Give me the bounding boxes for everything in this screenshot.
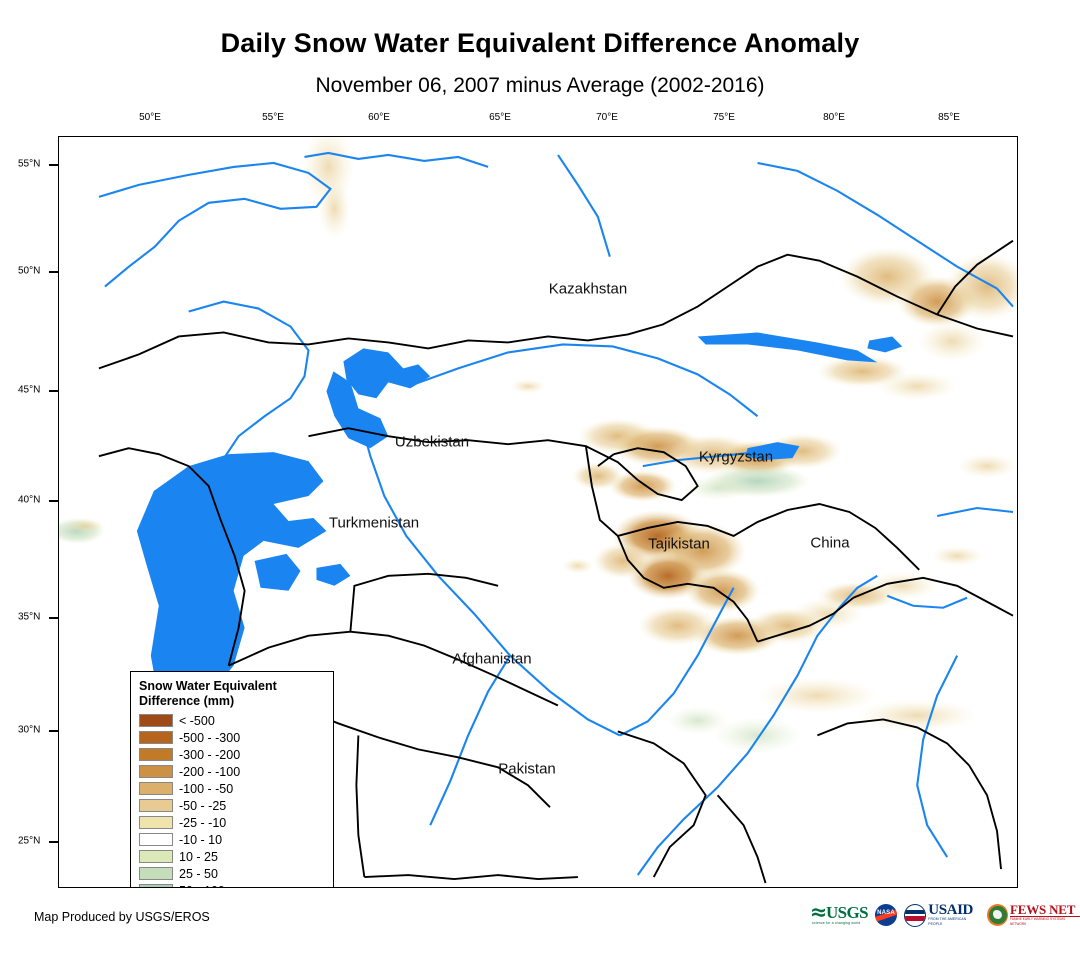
longitude-tick-label: 65°E bbox=[489, 112, 511, 123]
legend-range-label: 50 - 100 bbox=[179, 884, 225, 888]
legend-color-swatch bbox=[139, 833, 173, 846]
legend-panel[interactable]: Snow Water Equivalent Difference (mm) < … bbox=[130, 671, 334, 888]
legend-color-swatch bbox=[139, 850, 173, 863]
legend-row: -200 - -100 bbox=[139, 763, 325, 780]
legend-color-swatch bbox=[139, 731, 173, 744]
legend-range-label: -10 - 10 bbox=[179, 832, 223, 847]
legend-row: -500 - -300 bbox=[139, 729, 325, 746]
legend-range-label: -100 - -50 bbox=[179, 781, 234, 796]
legend-range-label: 10 - 25 bbox=[179, 849, 218, 864]
legend-row: -50 - -25 bbox=[139, 797, 325, 814]
page-title: Daily Snow Water Equivalent Difference A… bbox=[220, 28, 860, 58]
longitude-tick-label: 60°E bbox=[368, 112, 390, 123]
latitude-tick bbox=[49, 617, 58, 619]
legend-color-swatch bbox=[139, 765, 173, 778]
logo-strip: USGS science for a changing world NASA U… bbox=[812, 901, 1080, 929]
usaid-wordmark: USAID bbox=[928, 902, 973, 918]
fews-tagline: FAMINE EARLY WARNING SYSTEMS NETWORK bbox=[1010, 916, 1066, 926]
usgs-logo[interactable]: USGS science for a changing world bbox=[812, 902, 869, 928]
usgs-tagline: science for a changing world bbox=[812, 920, 861, 925]
legend-row: < -500 bbox=[139, 712, 325, 729]
legend-color-swatch bbox=[139, 884, 173, 887]
legend-range-label: 25 - 50 bbox=[179, 866, 218, 881]
legend-row: 25 - 50 bbox=[139, 865, 325, 882]
rivers bbox=[98, 151, 1014, 876]
anomaly-field bbox=[59, 137, 1017, 754]
usaid-tagline: FROM THE AMERICAN PEOPLE bbox=[928, 917, 967, 926]
legend-range-label: -500 - -300 bbox=[179, 730, 241, 745]
legend-color-swatch bbox=[139, 799, 173, 812]
latitude-tick bbox=[49, 730, 58, 732]
legend-color-swatch bbox=[139, 782, 173, 795]
longitude-tick-label: 85°E bbox=[938, 112, 960, 123]
usgs-wordmark: USGS bbox=[826, 902, 869, 922]
latitude-tick bbox=[49, 500, 58, 502]
latitude-tick-label: 40°N bbox=[18, 494, 41, 506]
latitude-tick-label: 35°N bbox=[18, 611, 41, 623]
latitude-tick-label: 45°N bbox=[18, 384, 41, 396]
page-subtitle: November 06, 2007 minus Average (2002-20… bbox=[315, 74, 765, 97]
latitude-tick bbox=[49, 164, 58, 166]
usaid-seal-icon bbox=[904, 903, 927, 927]
legend-range-label: -50 - -25 bbox=[179, 798, 227, 813]
legend-color-swatch bbox=[139, 867, 173, 880]
latitude-tick bbox=[49, 390, 58, 392]
legend-row: 50 - 100 bbox=[139, 882, 325, 888]
legend-color-swatch bbox=[139, 816, 173, 829]
legend-color-swatch bbox=[139, 714, 173, 727]
legend-range-label: -200 - -100 bbox=[179, 764, 241, 779]
fews-wordmark: FEWS NET bbox=[1010, 903, 1080, 917]
latitude-tick-label: 50°N bbox=[18, 265, 41, 277]
nasa-wordmark: NASA bbox=[877, 910, 895, 916]
legend-range-label: < -500 bbox=[179, 713, 215, 728]
legend-range-label: -300 - -200 bbox=[179, 747, 241, 762]
longitude-tick-label: 80°E bbox=[823, 112, 845, 123]
legend-title-line1: Snow Water Equivalent bbox=[139, 679, 277, 693]
map-panel[interactable]: Kazakhstan Uzbekistan Turkmenistan Kyrgyzst… bbox=[58, 136, 1018, 888]
usaid-logo[interactable]: USAID FROM THE AMERICAN PEOPLE bbox=[904, 903, 980, 928]
legend-title: Snow Water Equivalent Difference (mm) bbox=[139, 679, 325, 709]
legend-color-swatch bbox=[139, 748, 173, 761]
legend-row: -10 - 10 bbox=[139, 831, 325, 848]
nasa-meatball-icon: NASA bbox=[875, 904, 898, 926]
longitude-tick-label: 70°E bbox=[596, 112, 618, 123]
legend-row: -100 - -50 bbox=[139, 780, 325, 797]
longitude-tick-label: 50°E bbox=[139, 112, 161, 123]
latitude-tick-label: 30°N bbox=[18, 724, 41, 736]
produced-by-text: Map Produced by USGS/EROS bbox=[34, 910, 210, 924]
latitude-tick-label: 55°N bbox=[18, 158, 41, 170]
fews-net-logo[interactable]: FEWS NET FAMINE EARLY WARNING SYSTEMS NE… bbox=[986, 903, 1080, 928]
legend-row: -300 - -200 bbox=[139, 746, 325, 763]
nasa-logo[interactable]: NASA bbox=[875, 903, 898, 928]
map-raster bbox=[59, 137, 1017, 884]
legend-range-label: -25 - -10 bbox=[179, 815, 227, 830]
longitude-tick-label: 55°E bbox=[262, 112, 284, 123]
latitude-tick-label: 25°N bbox=[18, 835, 41, 847]
fews-globe-icon bbox=[986, 904, 1008, 926]
legend-rows: < -500 -500 - -300 -300 - -200 -200 - -100 -… bbox=[139, 712, 325, 888]
longitude-tick-label: 75°E bbox=[713, 112, 735, 123]
legend-row: -25 - -10 bbox=[139, 814, 325, 831]
legend-title-line2: Difference (mm) bbox=[139, 694, 235, 708]
legend-row: 10 - 25 bbox=[139, 848, 325, 865]
latitude-tick bbox=[49, 271, 58, 273]
usgs-wave-icon bbox=[812, 907, 825, 917]
latitude-tick bbox=[49, 841, 58, 843]
